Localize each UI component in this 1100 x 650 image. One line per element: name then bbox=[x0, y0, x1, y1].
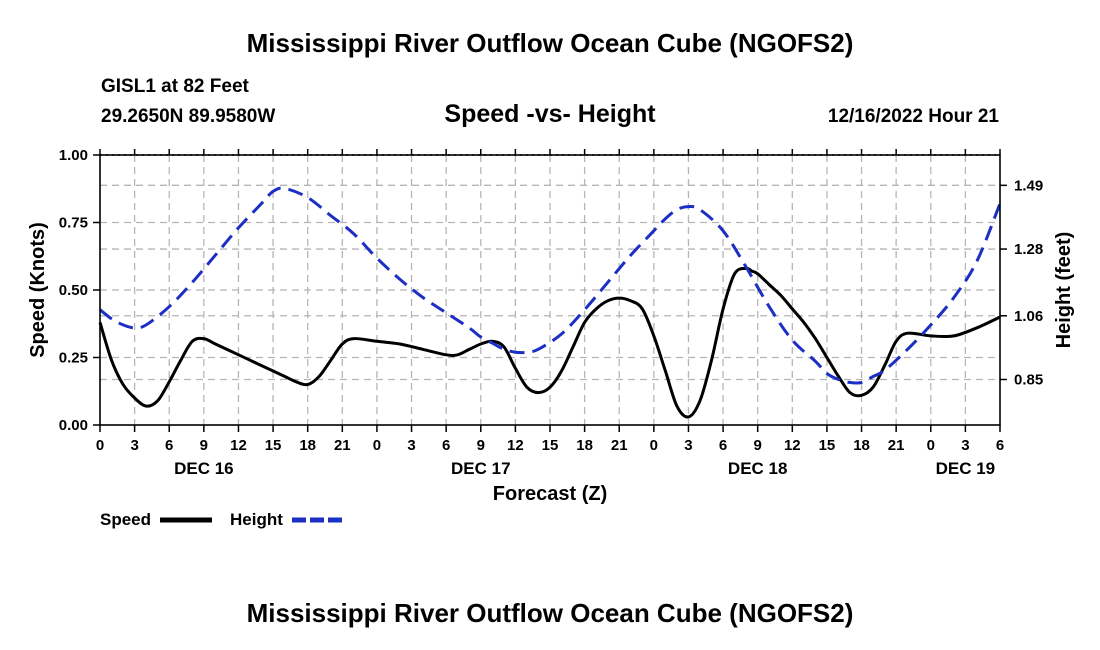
x-tick-label: 12 bbox=[230, 437, 247, 454]
x-tick-label: 3 bbox=[961, 437, 969, 454]
x-tick-label: 9 bbox=[477, 437, 485, 454]
forecast-timestamp: 12/16/2022 Hour 21 bbox=[827, 106, 999, 127]
x-tick-label: 6 bbox=[165, 437, 173, 454]
x-axis-label: Forecast (Z) bbox=[493, 483, 607, 505]
legend-speed-label: Speed bbox=[100, 510, 151, 529]
y2-tick-label: 0.85 bbox=[1014, 371, 1043, 388]
axes: 0 3 6 9 12 15 18 21 0 3 6 9 12 15 18 21 0 3 6 9 12 15 18 21 0 3 6D… bbox=[59, 147, 1043, 478]
y2-tick-label: 1.06 bbox=[1014, 308, 1043, 325]
y2-axis-label: Height (feet) bbox=[1053, 232, 1075, 349]
x-tick-label: 3 bbox=[684, 437, 692, 454]
legend-height-label: Height bbox=[230, 510, 283, 529]
x-tick-label: 6 bbox=[996, 437, 1004, 454]
x-tick-label: 12 bbox=[784, 437, 801, 454]
x-tick-label: 6 bbox=[719, 437, 727, 454]
y2-tick-label: 1.28 bbox=[1014, 241, 1043, 258]
x-tick-label: 15 bbox=[542, 437, 559, 454]
footer-title: Mississippi River Outflow Ocean Cube (NG… bbox=[246, 598, 854, 628]
x-tick-label: 0 bbox=[373, 437, 381, 454]
x-tick-label: 3 bbox=[130, 437, 138, 454]
x-tick-label: 0 bbox=[650, 437, 658, 454]
x-tick-label: 9 bbox=[200, 437, 208, 454]
y-tick-label: 0.25 bbox=[59, 350, 88, 367]
x-tick-label: 18 bbox=[299, 437, 316, 454]
x-tick-label: 21 bbox=[334, 437, 351, 454]
x-tick-label: 9 bbox=[754, 437, 762, 454]
x-day-label: DEC 19 bbox=[936, 459, 996, 478]
page-title: Mississippi River Outflow Ocean Cube (NG… bbox=[246, 28, 854, 58]
x-tick-label: 12 bbox=[507, 437, 524, 454]
x-tick-label: 0 bbox=[96, 437, 104, 454]
x-day-label: DEC 16 bbox=[174, 459, 234, 478]
height-series-line bbox=[99, 186, 1002, 385]
y-tick-label: 1.00 bbox=[59, 147, 88, 164]
x-tick-label: 6 bbox=[442, 437, 450, 454]
x-tick-label: 18 bbox=[576, 437, 593, 454]
x-day-label: DEC 17 bbox=[451, 459, 511, 478]
y2-tick-label: 1.49 bbox=[1014, 177, 1043, 194]
grid-lines bbox=[100, 154, 1000, 425]
y-tick-label: 0.00 bbox=[59, 417, 88, 434]
x-tick-label: 3 bbox=[407, 437, 415, 454]
y-tick-label: 0.75 bbox=[59, 215, 88, 232]
y-tick-label: 0.50 bbox=[59, 282, 88, 299]
data-series bbox=[98, 186, 1002, 419]
x-tick-label: 0 bbox=[927, 437, 935, 454]
x-tick-label: 21 bbox=[611, 437, 628, 454]
station-name: GISL1 at 82 Feet bbox=[101, 76, 249, 97]
speed-series-line bbox=[98, 266, 1001, 419]
x-day-label: DEC 18 bbox=[728, 459, 788, 478]
station-location: 29.2650N 89.9580W bbox=[101, 106, 276, 127]
x-tick-label: 15 bbox=[265, 437, 282, 454]
legend: Speed Height bbox=[100, 510, 343, 529]
chart-title: Speed -vs- Height bbox=[444, 100, 656, 128]
y-axis-label: Speed (Knots) bbox=[27, 222, 49, 358]
x-tick-label: 18 bbox=[853, 437, 870, 454]
x-tick-label: 15 bbox=[819, 437, 836, 454]
x-tick-label: 21 bbox=[888, 437, 905, 454]
